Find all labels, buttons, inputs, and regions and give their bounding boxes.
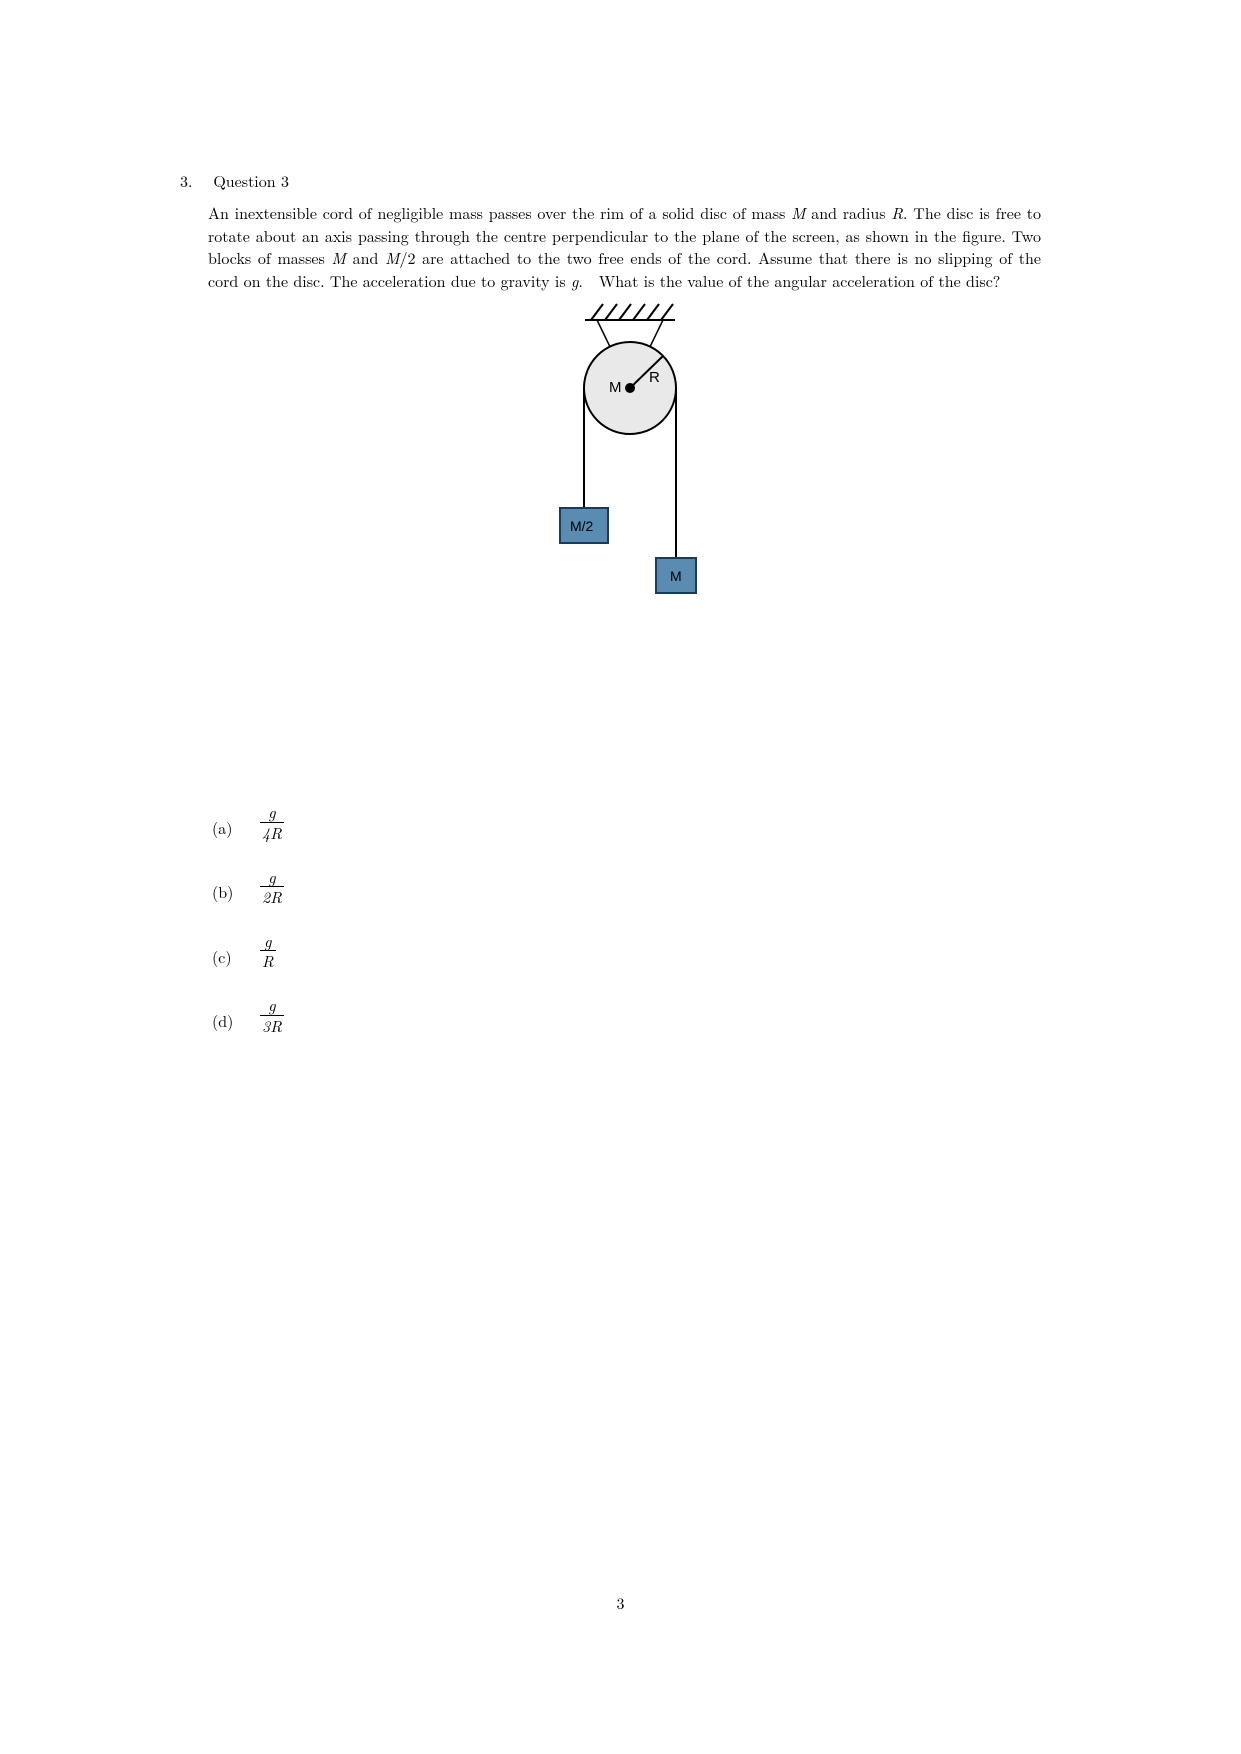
disc-mass-label: M bbox=[609, 379, 622, 396]
page-content: 3. Question 3 An inextensible cord of ne… bbox=[0, 0, 1241, 1034]
option-b: (b) g 2R bbox=[212, 868, 1041, 906]
ceiling-icon bbox=[585, 304, 675, 320]
option-fraction: g 4R bbox=[260, 803, 284, 841]
question-body: An inextensible cord of negligible mass … bbox=[208, 202, 1041, 1034]
option-d: (d) g 3R bbox=[212, 996, 1041, 1034]
question-header: 3. Question 3 bbox=[180, 170, 1041, 192]
question-text: An inextensible cord of negligible mass … bbox=[208, 202, 1041, 292]
option-fraction: g 2R bbox=[260, 868, 284, 906]
option-a: (a) g 4R bbox=[212, 803, 1041, 841]
pulley-diagram: M R M/2 M bbox=[208, 298, 1041, 623]
diagram-svg: M R M/2 M bbox=[525, 298, 725, 618]
option-c: (c) g R bbox=[212, 932, 1041, 970]
option-label: (d) bbox=[212, 1010, 260, 1034]
option-fraction: g 3R bbox=[260, 996, 284, 1034]
page-number: 3 bbox=[0, 1591, 1241, 1614]
left-block-label: M/2 bbox=[570, 518, 594, 534]
disc-radius-label: R bbox=[649, 369, 660, 386]
options-list: (a) g 4R (b) g 2R (c) g R bbox=[212, 803, 1041, 1034]
question-title: Question 3 bbox=[213, 170, 289, 192]
right-block-label: M bbox=[670, 568, 682, 584]
option-label: (a) bbox=[212, 817, 260, 841]
question-number: 3. bbox=[180, 170, 208, 192]
option-fraction: g R bbox=[260, 932, 276, 970]
option-label: (c) bbox=[212, 946, 260, 970]
option-label: (b) bbox=[212, 881, 260, 905]
